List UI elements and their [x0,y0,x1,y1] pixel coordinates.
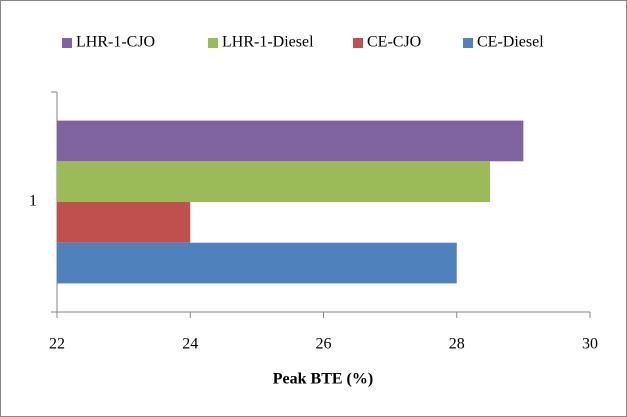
legend-label: LHR-1-CJO [76,34,155,51]
x-tick-label: 26 [316,336,332,353]
bar [57,242,457,284]
legend-swatch [62,38,72,48]
bar [57,202,191,243]
y-tick-label: 1 [29,193,37,210]
bar [57,120,524,162]
legend-swatch [208,38,218,48]
x-tick-label: 28 [449,336,465,353]
x-axis-label: Peak BTE (%) [273,371,373,388]
x-tick-label: 22 [49,336,65,353]
legend-label: LHR-1-Diesel [222,34,314,51]
bar [57,161,491,202]
legend-swatch [463,38,473,48]
legend-label: CE-CJO [367,34,421,51]
x-tick-label: 24 [182,336,198,353]
x-tick-label: 30 [582,336,598,353]
legend-label: CE-Diesel [477,34,544,51]
legend-swatch [353,38,363,48]
